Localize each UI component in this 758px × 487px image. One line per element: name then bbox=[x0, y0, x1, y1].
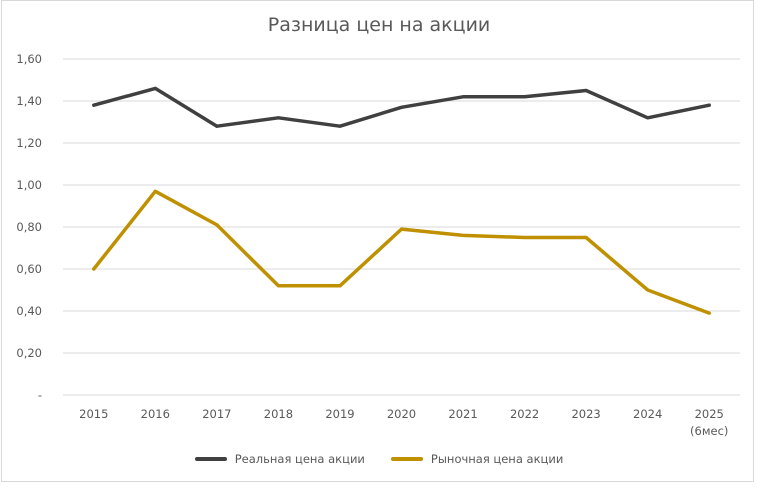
x-tick-label: 2021 bbox=[448, 407, 477, 421]
x-tick-label: 2024 bbox=[633, 407, 662, 421]
y-tick-label: 1,00 bbox=[16, 178, 42, 192]
x-tick-label: 2018 bbox=[264, 407, 293, 421]
x-tick-label: 2015 bbox=[79, 407, 108, 421]
x-tick-label: 2020 bbox=[387, 407, 416, 421]
legend-label: Реальная цена акции bbox=[234, 452, 365, 466]
gridlines bbox=[63, 58, 740, 396]
x-axis-tick-labels: 2015 2016 2017 2018 2019 2020 2021 2022 2023 2024… bbox=[79, 407, 728, 438]
x-tick-label: 2019 bbox=[325, 407, 354, 421]
legend-label: Рыночная цена акции bbox=[430, 452, 564, 466]
y-tick-label: 0,80 bbox=[16, 220, 42, 234]
x-tick-label: 2022 bbox=[510, 407, 539, 421]
legend-item-real-price[interactable]: Реальная цена акции bbox=[194, 452, 365, 466]
series-lines bbox=[92, 86, 711, 315]
legend: Реальная цена акции Рыночная цена акции bbox=[0, 452, 758, 466]
y-tick-label: 0,60 bbox=[16, 262, 42, 276]
y-tick-label: 0,40 bbox=[16, 304, 42, 318]
series-line-real-price[interactable] bbox=[92, 86, 711, 128]
x-tick-label: 2017 bbox=[202, 407, 231, 421]
y-tick-label: - bbox=[38, 388, 42, 402]
x-tick-label: 2016 bbox=[141, 407, 170, 421]
legend-line-icon bbox=[194, 457, 227, 461]
legend-item-market-price[interactable]: Рыночная цена акции bbox=[390, 452, 564, 466]
y-axis-tick-labels: - 0,20 0,40 0,60 0,80 1,00 1,20 1,40 1,60 bbox=[16, 52, 42, 402]
y-tick-label: 0,20 bbox=[16, 346, 42, 360]
series-line-market-price[interactable] bbox=[92, 189, 711, 315]
y-tick-label: 1,40 bbox=[16, 94, 42, 108]
y-tick-label: 1,60 bbox=[16, 52, 42, 66]
y-tick-label: 1,20 bbox=[16, 136, 42, 150]
x-tick-label: 2025 bbox=[695, 407, 724, 421]
x-tick-label: (6мес) bbox=[690, 424, 728, 438]
legend-line-icon bbox=[390, 457, 423, 461]
x-tick-label: 2023 bbox=[571, 407, 600, 421]
chart-title: Разница цен на акции bbox=[267, 14, 491, 36]
